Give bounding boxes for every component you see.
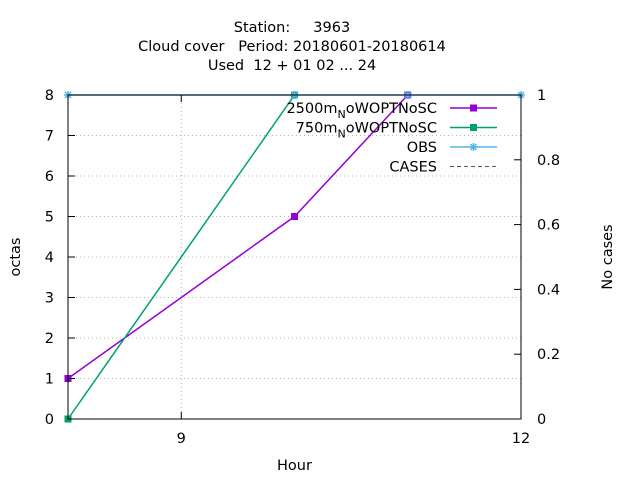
legend-label: 750mNoWOPTNoSC [296, 121, 437, 141]
y-tick-label: 3 [45, 291, 54, 307]
chart-title: Station: 3963 Cloud cover Period: 2018060… [138, 20, 446, 74]
legend-item-2: 750mNoWOPTNoSC [296, 121, 497, 141]
y-tick-label: 0 [45, 412, 54, 428]
y2-tick-label: 0.6 [537, 218, 560, 234]
plot-frame [67, 94, 522, 420]
grid [68, 95, 521, 419]
y2-axis-label: No cases [600, 224, 616, 289]
data-point [469, 143, 478, 151]
series-line [67, 94, 409, 380]
legend-label: 2500mNoWOPTNoSC [286, 101, 437, 121]
y-tick-label: 8 [45, 88, 54, 104]
legend-item-3: OBS [407, 140, 497, 156]
series-layer [64, 91, 525, 423]
title-line-3: Used 12 + 01 02 ... 24 [208, 58, 376, 74]
legend-label: OBS [407, 140, 437, 156]
y2-tick-label: 0.8 [537, 153, 560, 169]
y2-tick-label: 0.2 [537, 347, 560, 363]
y2-tick-label: 0.4 [537, 282, 560, 298]
legend-item-4: CASES [389, 160, 497, 176]
y2-tick-label: 0 [537, 412, 546, 428]
x-axis-label: Hour [277, 458, 312, 474]
legend-item-1: 2500mNoWOPTNoSC [286, 101, 497, 121]
title-line-1: Station: 3963 [234, 20, 350, 36]
y-axis-label: octas [8, 238, 24, 277]
data-point [291, 213, 298, 220]
y2-tick-label: 1 [537, 88, 546, 104]
y-tick-label: 6 [45, 169, 54, 185]
y-tick-label: 5 [45, 210, 54, 226]
y-tick-label: 7 [45, 129, 54, 145]
y-tick-label: 1 [45, 372, 54, 388]
series-2 [64, 91, 298, 423]
legend-label: CASES [389, 160, 437, 176]
x-tick-label: 12 [512, 431, 530, 447]
y-tick-label: 2 [45, 331, 54, 347]
data-point [470, 104, 477, 112]
title-line-2: Cloud cover Period: 20180601-20180614 [138, 39, 446, 55]
y-tick-label: 4 [45, 250, 54, 266]
x-tick-label: 9 [177, 431, 186, 447]
series-line [67, 94, 296, 420]
data-point [470, 124, 477, 131]
